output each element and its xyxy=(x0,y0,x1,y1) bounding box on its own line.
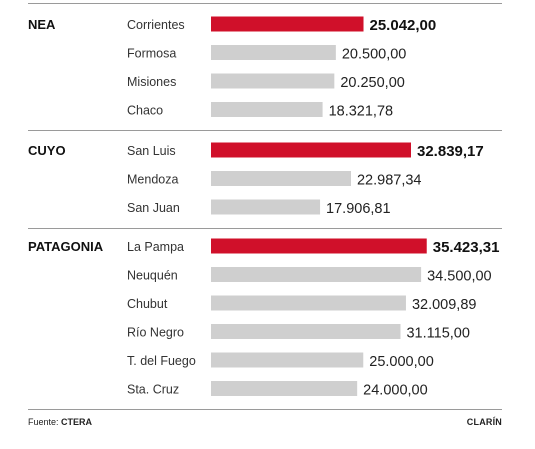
bar-chubut xyxy=(211,295,406,311)
group-divider-cuyo xyxy=(28,130,502,131)
province-label-san-juan: San Juan xyxy=(127,201,180,215)
value-label-la-pampa: 35.423,31 xyxy=(433,239,500,256)
value-label-chaco: 18.321,78 xyxy=(329,104,394,120)
bar-sta-cruz xyxy=(211,381,358,396)
bar-mendoza xyxy=(211,171,351,186)
province-label-r-o-negro: Río Negro xyxy=(127,326,184,340)
value-label-misiones: 20.250,00 xyxy=(340,75,405,91)
value-label-sta-cruz: 24.000,00 xyxy=(363,383,428,399)
province-label-sta-cruz: Sta. Cruz xyxy=(127,383,179,397)
province-label-formosa: Formosa xyxy=(127,47,176,61)
source-prefix: Fuente: xyxy=(28,417,62,427)
value-label-r-o-negro: 31.115,00 xyxy=(406,326,469,342)
bar-t-del-fuego xyxy=(211,352,364,368)
value-label-formosa: 20.500,00 xyxy=(342,47,407,63)
province-label-chaco: Chaco xyxy=(127,104,163,118)
province-label-mendoza: Mendoza xyxy=(127,173,178,187)
brand-logo: CLARÍN xyxy=(466,417,502,427)
group-divider-patagonia xyxy=(28,228,502,229)
region-label-patagonia: PATAGONIA xyxy=(28,239,104,254)
province-label-t-del-fuego: T. del Fuego xyxy=(127,354,196,368)
province-label-neuqu-n: Neuquén xyxy=(127,269,178,283)
bar-neuqu-n xyxy=(211,267,422,282)
bar-chaco xyxy=(211,102,323,117)
province-label-la-pampa: La Pampa xyxy=(127,240,184,254)
value-label-san-luis: 32.839,17 xyxy=(417,143,484,160)
value-label-san-juan: 17.906,81 xyxy=(326,201,391,217)
region-label-cuyo: CUYO xyxy=(28,143,66,158)
footer-rule xyxy=(28,409,502,410)
bar-chart: NEA Corrientes 25.042,00 Formosa 20.500,00 Mi… xyxy=(28,16,500,399)
value-label-mendoza: 22.987,34 xyxy=(357,173,422,189)
value-label-chubut: 32.009,89 xyxy=(412,297,477,313)
region-label-nea: NEA xyxy=(28,17,56,32)
value-label-corrientes: 25.042,00 xyxy=(370,17,437,34)
value-label-neuqu-n: 34.500,00 xyxy=(427,269,492,285)
value-label-t-del-fuego: 25.000,00 xyxy=(369,354,434,370)
province-label-corrientes: Corrientes xyxy=(127,18,185,32)
bar-la-pampa xyxy=(211,238,427,254)
bar-san-luis xyxy=(211,142,411,158)
source-note: Fuente: CTERA xyxy=(28,417,92,427)
top-rule xyxy=(28,3,502,4)
province-label-misiones: Misiones xyxy=(127,75,176,89)
bar-corrientes xyxy=(211,16,364,32)
source-name: CTERA xyxy=(61,417,93,427)
province-label-chubut: Chubut xyxy=(127,297,168,311)
bar-san-juan xyxy=(211,199,321,215)
bar-r-o-negro xyxy=(211,324,401,339)
province-label-san-luis: San Luis xyxy=(127,144,176,158)
bar-misiones xyxy=(211,73,335,89)
bar-formosa xyxy=(211,45,336,60)
